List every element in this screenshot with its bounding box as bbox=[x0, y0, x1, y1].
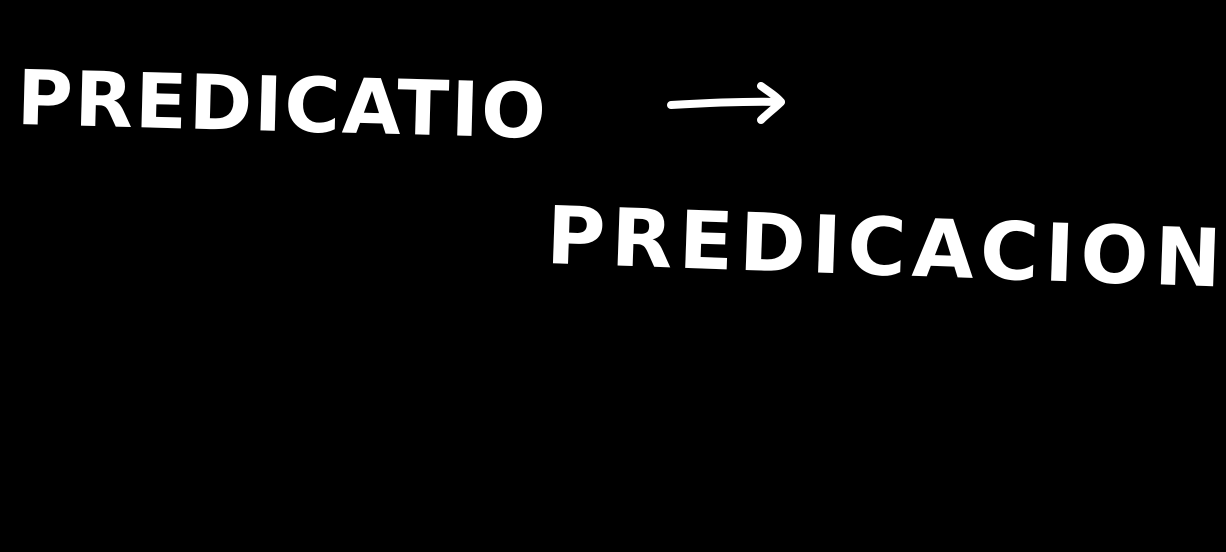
result-word: PREDICACION bbox=[544, 189, 1226, 306]
right-arrow-icon bbox=[667, 82, 785, 124]
source-word: PREDICATIO bbox=[15, 53, 549, 156]
